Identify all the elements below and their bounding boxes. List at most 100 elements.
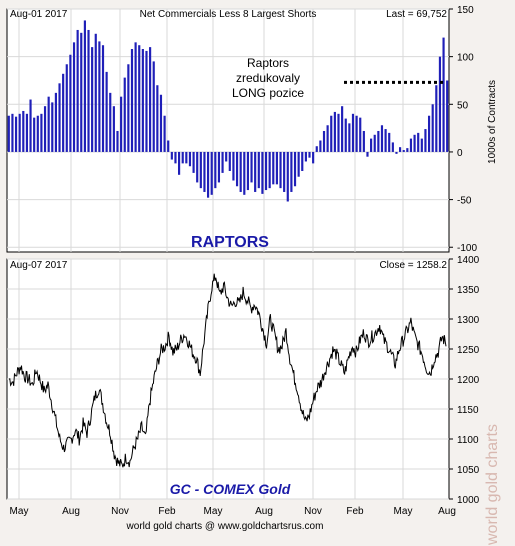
top-ytick-label-4: -50 <box>457 196 472 207</box>
raptors-bar-121 <box>446 80 449 152</box>
raptors-bar-15 <box>62 73 65 152</box>
raptors-bar-10 <box>43 106 47 152</box>
top-chart-title: Net Commercials Less 8 Largest Shorts <box>140 9 317 20</box>
raptors-bar-102 <box>377 130 380 152</box>
raptors-bar-85 <box>315 146 318 152</box>
raptors-bar-106 <box>391 142 394 152</box>
x-label-0: May <box>10 506 29 517</box>
raptors-bar-69 <box>257 151 260 189</box>
raptors-bar-83 <box>308 151 311 158</box>
bottom-date-label: Aug-07 2017 <box>10 260 68 271</box>
raptors-bar-76 <box>283 151 286 192</box>
raptors-bar-79 <box>293 151 297 187</box>
raptors-bar-42 <box>159 94 163 152</box>
raptors-bar-6 <box>29 99 32 152</box>
raptors-bar-3 <box>18 113 21 152</box>
x-label-7: Feb <box>346 506 364 517</box>
raptors-bar-45 <box>170 151 173 160</box>
bottom-ytick-label-8: 1000 <box>457 495 480 506</box>
raptors-bar-1 <box>11 113 14 152</box>
raptors-bar-58 <box>217 151 221 183</box>
footer-credit: world gold charts @ www.goldchartsrus.co… <box>126 521 324 532</box>
raptors-bar-20 <box>80 32 83 152</box>
bottom-y-axis: 1400 1350 1300 1250 1200 1150 1100 1050 1000 <box>449 255 480 506</box>
raptors-bar-7 <box>33 117 36 152</box>
raptors-bar-44 <box>167 140 170 152</box>
raptors-bar-114 <box>420 138 423 152</box>
raptors-bar-39 <box>149 47 152 152</box>
raptors-bar-36 <box>138 45 141 152</box>
raptors-bar-13 <box>54 92 57 152</box>
raptors-bar-38 <box>145 50 148 152</box>
raptors-bar-89 <box>330 115 333 152</box>
raptors-bar-50 <box>188 151 192 167</box>
x-axis-labels: May Aug Nov Feb May Aug Nov Feb May Aug <box>10 506 456 517</box>
raptors-bar-73 <box>272 151 275 185</box>
raptors-bar-101 <box>373 134 376 152</box>
raptors-bar-78 <box>290 151 293 192</box>
raptors-bar-92 <box>341 106 344 152</box>
raptors-bar-33 <box>127 64 130 152</box>
top-date-label: Aug-01 2017 <box>10 9 68 20</box>
raptors-bar-56 <box>210 151 213 195</box>
raptors-bar-35 <box>134 42 137 152</box>
raptors-bar-98 <box>362 130 365 152</box>
raptors-bar-63 <box>235 151 239 187</box>
raptors-bar-64 <box>239 151 242 192</box>
gold-panel-title: GC - COMEX Gold <box>170 481 291 497</box>
raptors-bar-51 <box>192 151 195 173</box>
raptors-bar-60 <box>225 151 228 162</box>
raptors-bar-54 <box>203 151 206 192</box>
raptors-bar-8 <box>36 115 39 152</box>
raptors-bar-24 <box>94 33 97 152</box>
raptors-bar-34 <box>130 49 134 152</box>
raptors-bar-30 <box>116 130 119 152</box>
raptors-bar-5 <box>25 113 29 152</box>
raptors-bar-21 <box>83 20 86 152</box>
raptors-bar-100 <box>370 138 373 152</box>
watermark-text: world gold charts <box>484 424 501 546</box>
top-ytick-label-1: 100 <box>457 53 474 64</box>
raptors-bar-70 <box>261 151 264 194</box>
raptors-bar-57 <box>214 151 217 189</box>
raptors-bar-19 <box>76 29 79 152</box>
raptors-label: RAPTORS <box>191 234 269 251</box>
raptors-bar-32 <box>123 77 126 152</box>
raptors-bar-25 <box>98 41 101 152</box>
raptors-bar-23 <box>91 47 94 152</box>
top-y-axis: 150 100 50 0 -50 -100 <box>449 5 477 254</box>
top-ytick-label-5: -100 <box>457 243 477 254</box>
raptors-bar-113 <box>417 132 420 152</box>
raptors-bar-47 <box>178 151 181 175</box>
raptors-bar-87 <box>322 130 326 152</box>
raptors-bar-9 <box>40 113 43 152</box>
raptors-bar-40 <box>152 61 155 152</box>
raptors-bar-14 <box>58 83 61 152</box>
top-bars <box>7 20 449 202</box>
raptors-bar-99 <box>366 151 369 157</box>
raptors-bar-119 <box>438 56 442 152</box>
raptors-bar-4 <box>22 110 25 152</box>
raptors-bar-88 <box>326 125 329 152</box>
raptors-bar-65 <box>243 151 246 195</box>
top-last-value: Last = 69,752 <box>386 9 447 20</box>
bottom-gridlines <box>7 258 449 500</box>
raptors-bar-80 <box>297 151 300 177</box>
bottom-ytick-label-5: 1150 <box>457 405 479 416</box>
raptors-bar-48 <box>181 151 184 164</box>
raptors-bar-81 <box>301 151 304 171</box>
raptors-bar-37 <box>141 49 144 152</box>
raptors-bar-84 <box>312 151 315 164</box>
annotation-line-1: Raptors <box>247 56 289 70</box>
top-ytick-label-3: 0 <box>457 148 463 159</box>
x-label-1: Aug <box>62 506 80 517</box>
x-label-9: Aug <box>438 506 456 517</box>
raptors-bar-110 <box>406 148 409 152</box>
raptors-bar-117 <box>431 104 434 152</box>
raptors-bar-29 <box>112 106 115 152</box>
x-label-2: Nov <box>111 506 129 517</box>
x-label-6: Nov <box>304 506 322 517</box>
raptors-bar-18 <box>72 42 76 152</box>
bottom-ytick-label-6: 1100 <box>457 435 479 446</box>
